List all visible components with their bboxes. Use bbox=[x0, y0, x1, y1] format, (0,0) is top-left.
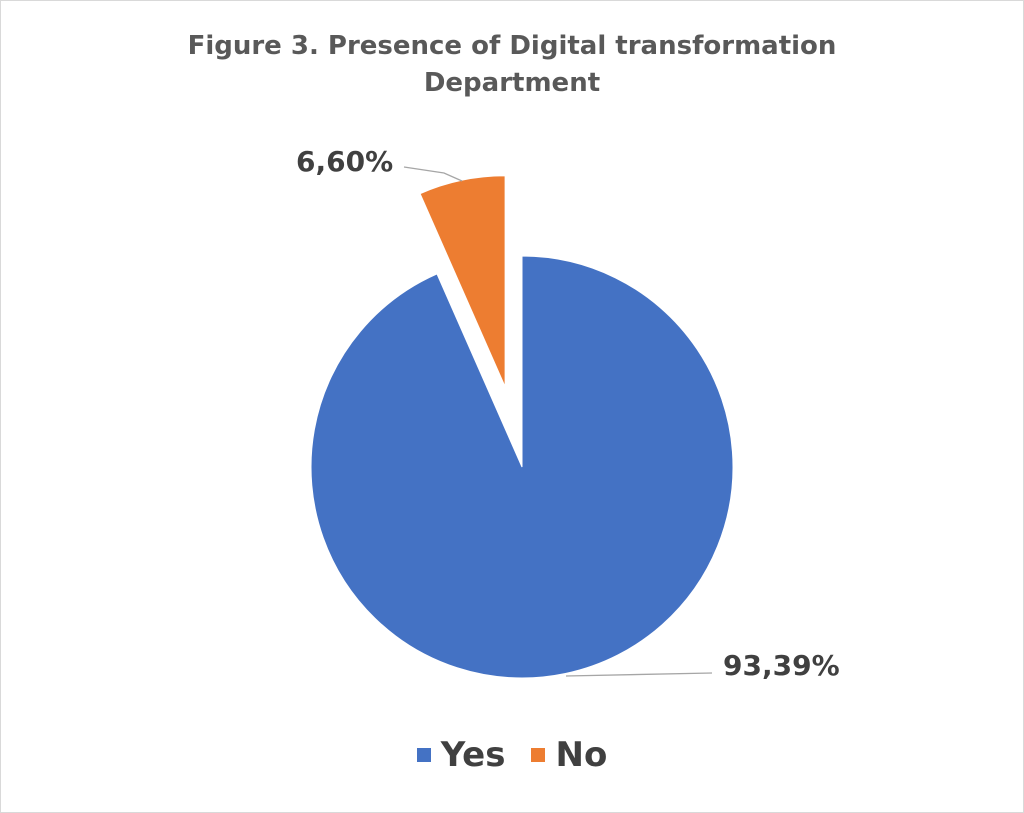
legend-swatch-no bbox=[531, 748, 546, 762]
pie-slice-yes[interactable] bbox=[310, 255, 734, 679]
legend: Yes No bbox=[0, 735, 1024, 775]
legend-swatch-yes bbox=[416, 748, 431, 762]
chart-title: Figure 3. Presence of Digital transforma… bbox=[0, 28, 1024, 102]
leader-line-yes bbox=[565, 672, 713, 677]
chart-title-line-1: Figure 3. Presence of Digital transforma… bbox=[187, 31, 837, 61]
chart-title-line-2: Department bbox=[423, 68, 601, 98]
data-label-yes: 93,39% bbox=[723, 649, 840, 682]
legend-label-yes: Yes bbox=[440, 735, 506, 775]
legend-item-yes[interactable]: Yes bbox=[416, 735, 506, 775]
legend-item-no[interactable]: No bbox=[531, 735, 607, 775]
leader-line-no bbox=[403, 166, 463, 182]
data-label-no: 6,60% bbox=[296, 145, 393, 178]
legend-label-no: No bbox=[555, 735, 608, 775]
